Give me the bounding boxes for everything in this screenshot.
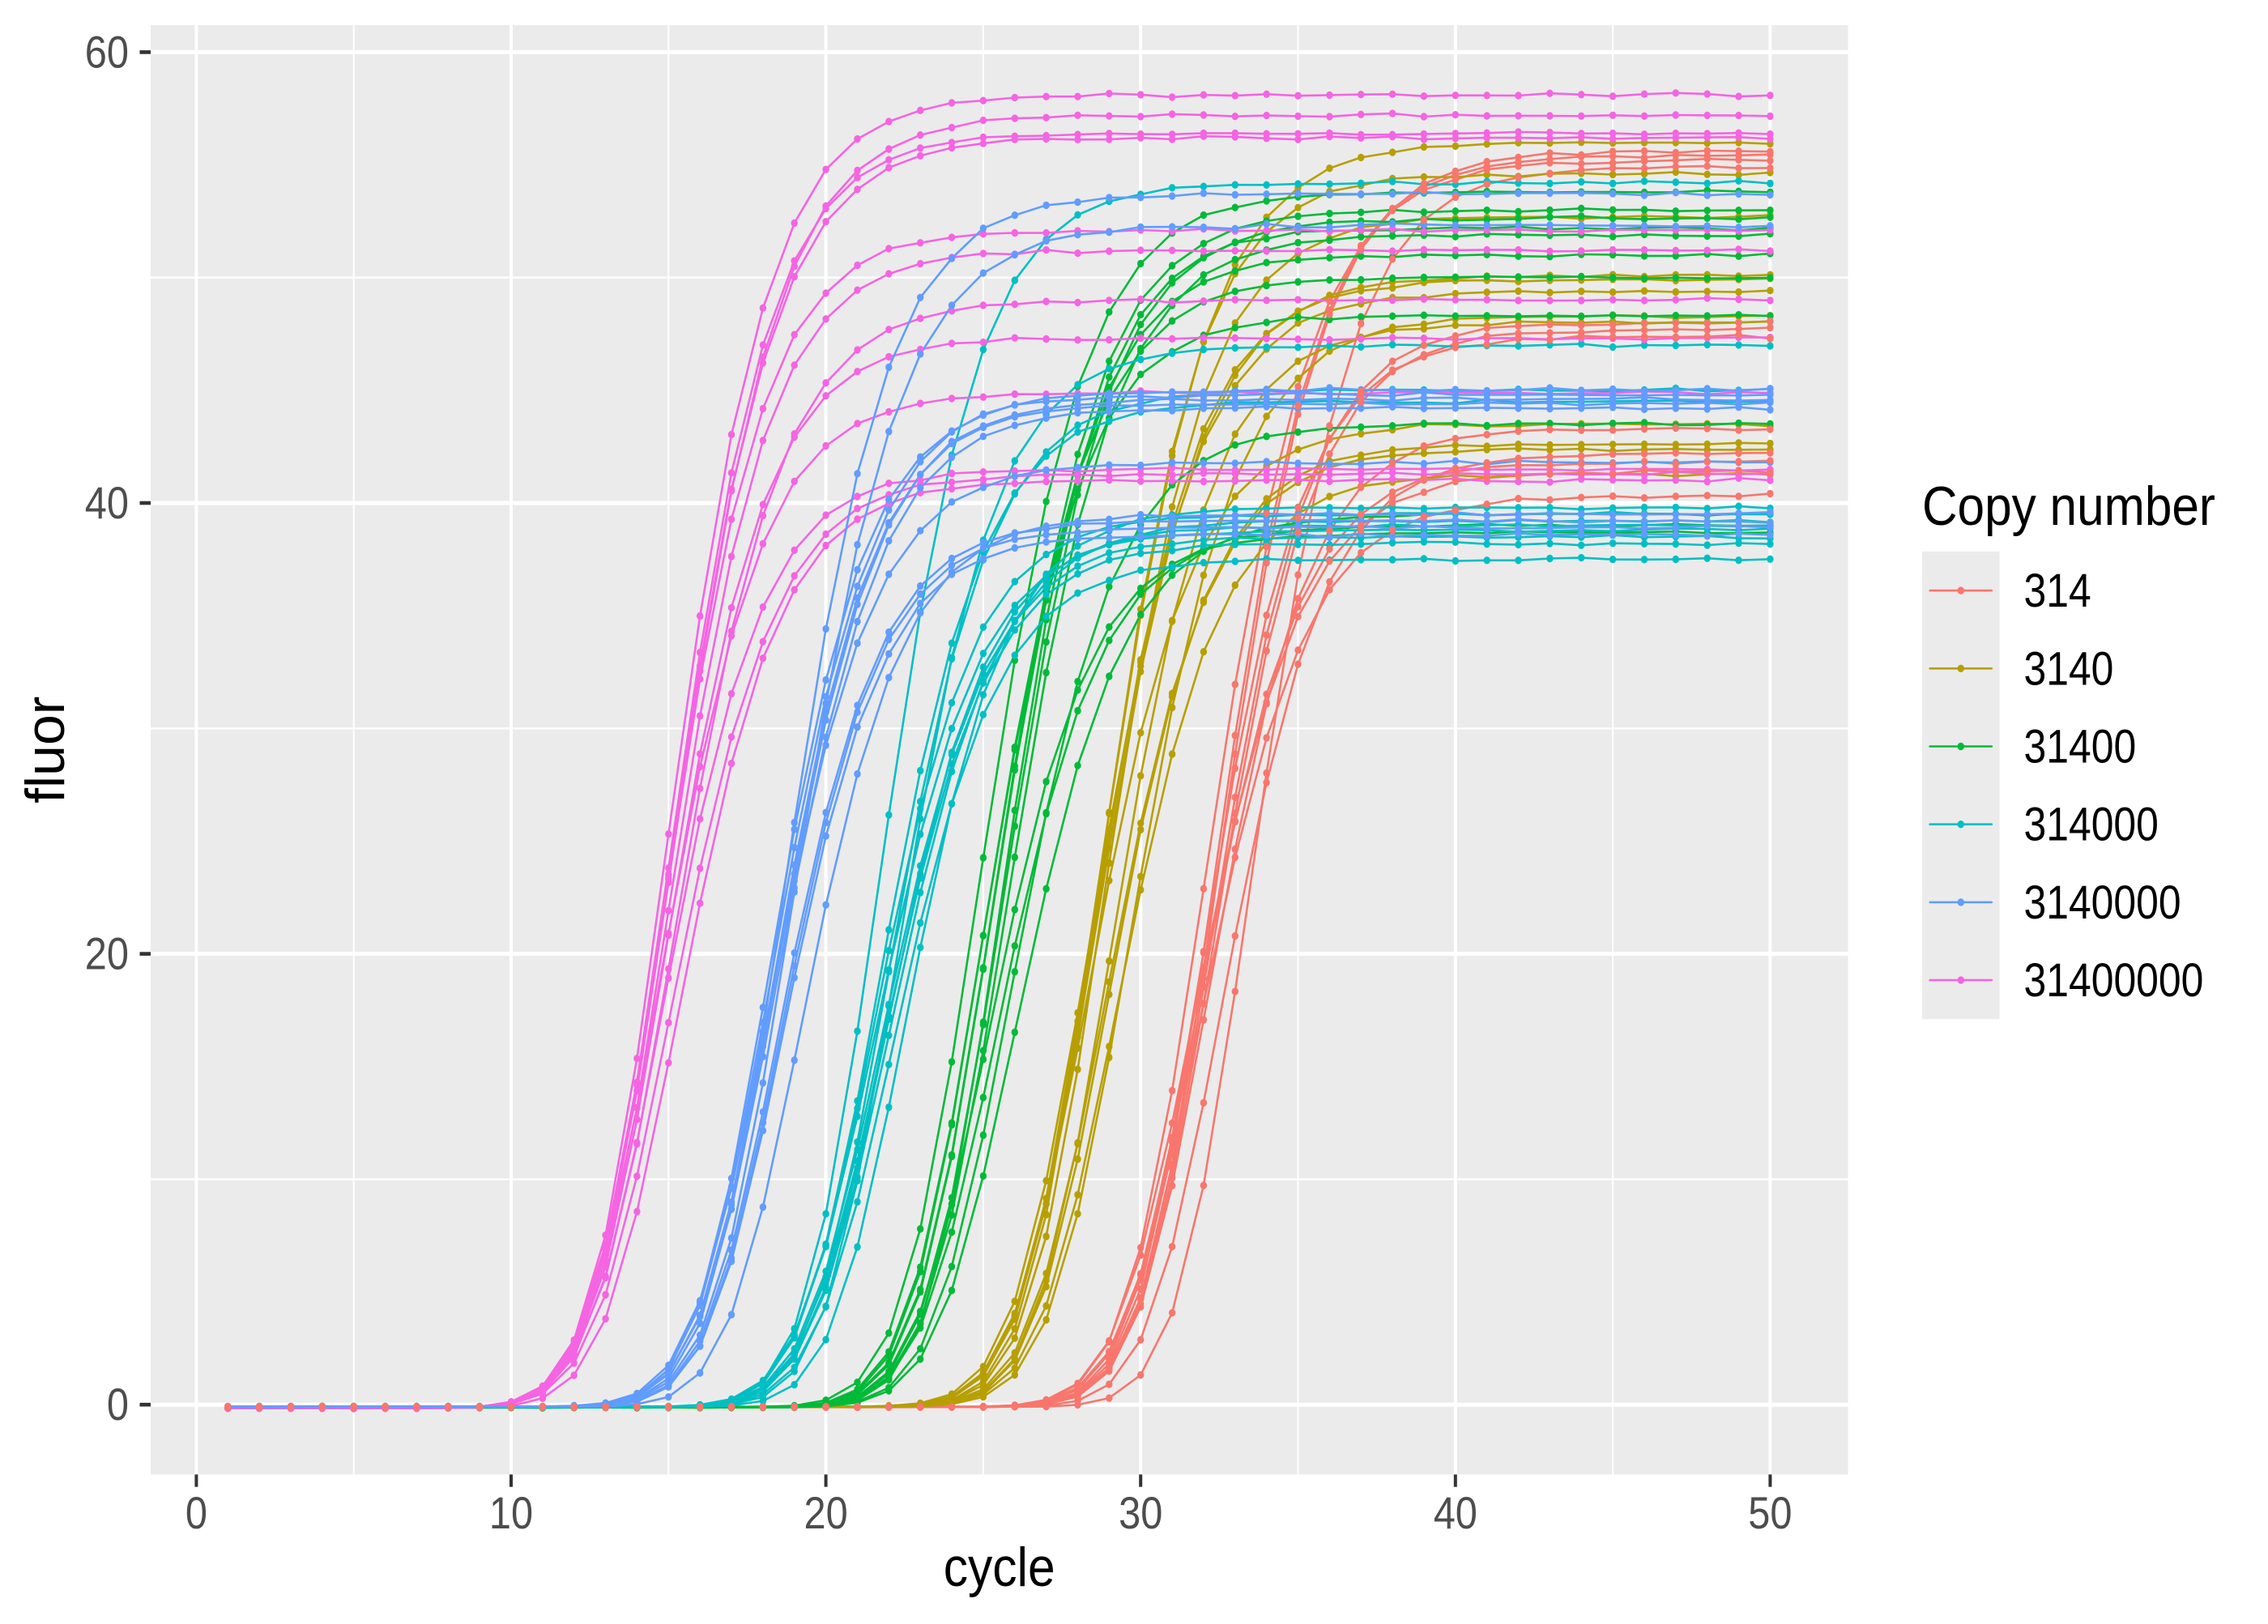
svg-text:314: 314 [2024,565,2091,617]
svg-text:cycle: cycle [944,1537,1055,1598]
svg-text:10: 10 [489,1487,533,1538]
svg-text:20: 20 [804,1487,848,1538]
svg-text:60: 60 [85,26,129,77]
svg-text:40: 40 [1434,1487,1477,1538]
svg-text:Copy number: Copy number [1922,475,2215,537]
svg-text:314000: 314000 [2024,799,2159,851]
svg-text:50: 50 [1748,1487,1792,1538]
svg-text:20: 20 [85,928,129,979]
svg-text:0: 0 [107,1379,129,1430]
svg-text:31400000: 31400000 [2024,954,2204,1007]
svg-text:30: 30 [1119,1487,1162,1538]
svg-text:0: 0 [185,1487,207,1538]
svg-text:3140: 3140 [2024,642,2114,695]
svg-text:31400: 31400 [2024,721,2137,774]
svg-text:fluor: fluor [15,697,76,803]
svg-text:40: 40 [85,477,129,528]
svg-text:3140000: 3140000 [2024,876,2181,929]
